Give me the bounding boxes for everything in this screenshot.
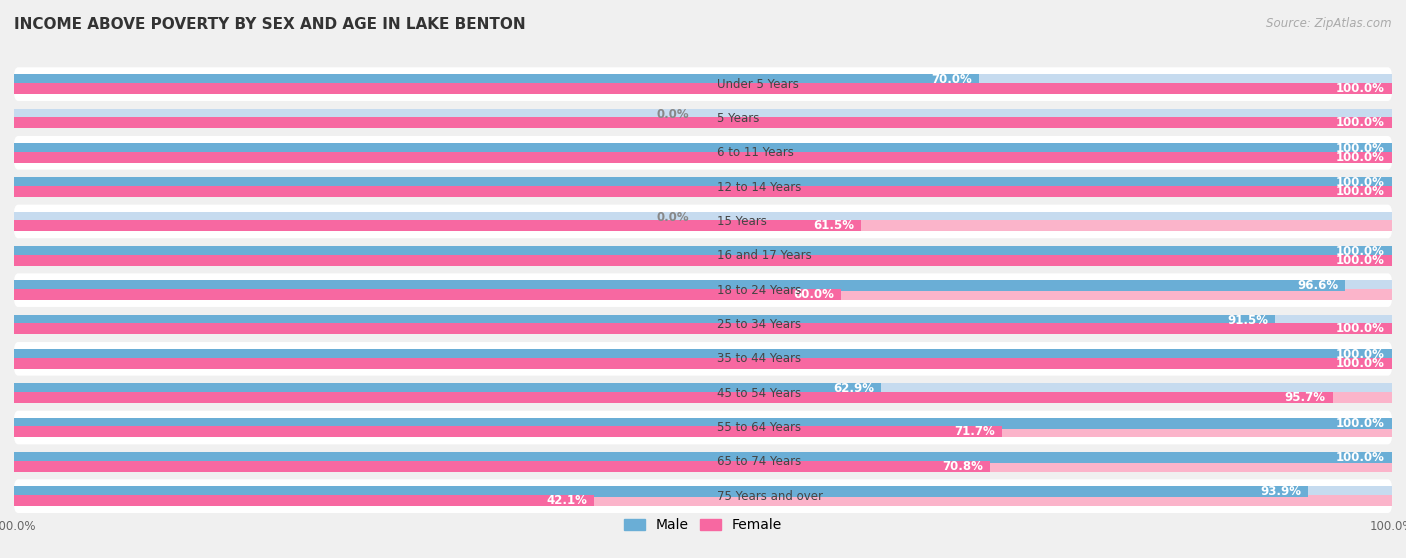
Text: 25 to 34 Years: 25 to 34 Years <box>717 318 801 331</box>
Bar <box>14 315 1275 325</box>
Text: 61.5%: 61.5% <box>814 219 855 233</box>
Bar <box>14 177 1392 188</box>
Bar <box>14 143 1392 154</box>
Text: 100.0%: 100.0% <box>1336 176 1385 189</box>
Text: Under 5 Years: Under 5 Years <box>717 78 799 90</box>
Text: 70.8%: 70.8% <box>942 460 983 473</box>
Bar <box>14 289 1392 300</box>
FancyBboxPatch shape <box>14 342 1392 376</box>
Bar <box>14 186 1392 197</box>
Text: 6 to 11 Years: 6 to 11 Years <box>717 146 793 159</box>
Bar <box>14 426 1392 437</box>
Bar <box>14 315 1392 325</box>
Text: 100.0%: 100.0% <box>1336 245 1385 258</box>
Bar <box>14 461 1392 472</box>
Text: 91.5%: 91.5% <box>1227 314 1268 326</box>
Bar <box>14 255 1392 266</box>
Text: 42.1%: 42.1% <box>547 494 588 507</box>
Text: 71.7%: 71.7% <box>955 426 995 439</box>
Bar <box>14 220 862 232</box>
Bar <box>14 495 595 506</box>
Text: 65 to 74 Years: 65 to 74 Years <box>717 455 801 468</box>
FancyBboxPatch shape <box>14 102 1392 135</box>
FancyBboxPatch shape <box>14 376 1392 410</box>
Text: 0.0%: 0.0% <box>657 210 689 224</box>
Bar <box>14 486 1392 497</box>
Bar <box>14 358 1392 369</box>
Bar <box>14 417 1392 429</box>
Bar <box>14 220 1392 232</box>
Bar <box>14 117 1392 128</box>
FancyBboxPatch shape <box>14 479 1392 513</box>
Text: 70.0%: 70.0% <box>931 73 972 86</box>
Bar <box>14 426 1002 437</box>
Text: 16 and 17 Years: 16 and 17 Years <box>717 249 811 262</box>
Bar <box>14 486 1308 497</box>
Bar <box>14 74 979 85</box>
FancyBboxPatch shape <box>14 445 1392 479</box>
Bar <box>14 83 1392 94</box>
FancyBboxPatch shape <box>14 68 1392 101</box>
Bar <box>14 392 1392 403</box>
Bar <box>14 324 1392 334</box>
Text: 100.0%: 100.0% <box>1336 357 1385 370</box>
Bar <box>14 74 1392 85</box>
Bar <box>14 280 1346 291</box>
FancyBboxPatch shape <box>14 307 1392 341</box>
Text: 100.0%: 100.0% <box>1336 348 1385 361</box>
Legend: Male, Female: Male, Female <box>619 513 787 538</box>
Bar <box>14 452 1392 463</box>
Text: 100.0%: 100.0% <box>1336 82 1385 95</box>
Text: 5 Years: 5 Years <box>717 112 759 125</box>
Text: 0.0%: 0.0% <box>657 108 689 121</box>
FancyBboxPatch shape <box>14 205 1392 238</box>
FancyBboxPatch shape <box>14 136 1392 170</box>
Text: 100.0%: 100.0% <box>1336 451 1385 464</box>
Text: 55 to 64 Years: 55 to 64 Years <box>717 421 801 434</box>
Bar <box>14 211 1392 223</box>
Bar <box>14 108 1392 119</box>
Text: 18 to 24 Years: 18 to 24 Years <box>717 283 801 297</box>
Text: 100.0%: 100.0% <box>1336 117 1385 129</box>
Text: 100.0%: 100.0% <box>1336 142 1385 155</box>
Text: 95.7%: 95.7% <box>1285 391 1326 404</box>
Text: 96.6%: 96.6% <box>1298 279 1339 292</box>
FancyBboxPatch shape <box>14 170 1392 204</box>
Bar <box>14 152 1392 163</box>
Text: 15 Years: 15 Years <box>717 215 766 228</box>
Bar <box>14 349 1392 360</box>
Text: 100.0%: 100.0% <box>1336 417 1385 430</box>
Bar <box>14 392 1333 403</box>
Text: 100.0%: 100.0% <box>1336 254 1385 267</box>
Bar <box>14 495 1392 506</box>
Bar <box>14 461 990 472</box>
Text: 100.0%: 100.0% <box>1336 323 1385 335</box>
Text: INCOME ABOVE POVERTY BY SEX AND AGE IN LAKE BENTON: INCOME ABOVE POVERTY BY SEX AND AGE IN L… <box>14 17 526 32</box>
Bar <box>14 289 841 300</box>
Bar <box>14 383 1392 394</box>
Text: 12 to 14 Years: 12 to 14 Years <box>717 181 801 194</box>
Text: 93.9%: 93.9% <box>1260 485 1301 498</box>
FancyBboxPatch shape <box>14 239 1392 273</box>
Bar <box>14 246 1392 257</box>
FancyBboxPatch shape <box>14 411 1392 444</box>
Text: Source: ZipAtlas.com: Source: ZipAtlas.com <box>1267 17 1392 30</box>
Text: 100.0%: 100.0% <box>1336 185 1385 198</box>
Text: 60.0%: 60.0% <box>793 288 834 301</box>
Text: 100.0%: 100.0% <box>1336 151 1385 163</box>
Text: 45 to 54 Years: 45 to 54 Years <box>717 387 801 400</box>
Bar <box>14 383 880 394</box>
Text: 35 to 44 Years: 35 to 44 Years <box>717 352 801 365</box>
Bar <box>14 280 1392 291</box>
Text: 75 Years and over: 75 Years and over <box>717 490 823 503</box>
FancyBboxPatch shape <box>14 273 1392 307</box>
Text: 62.9%: 62.9% <box>832 382 875 395</box>
